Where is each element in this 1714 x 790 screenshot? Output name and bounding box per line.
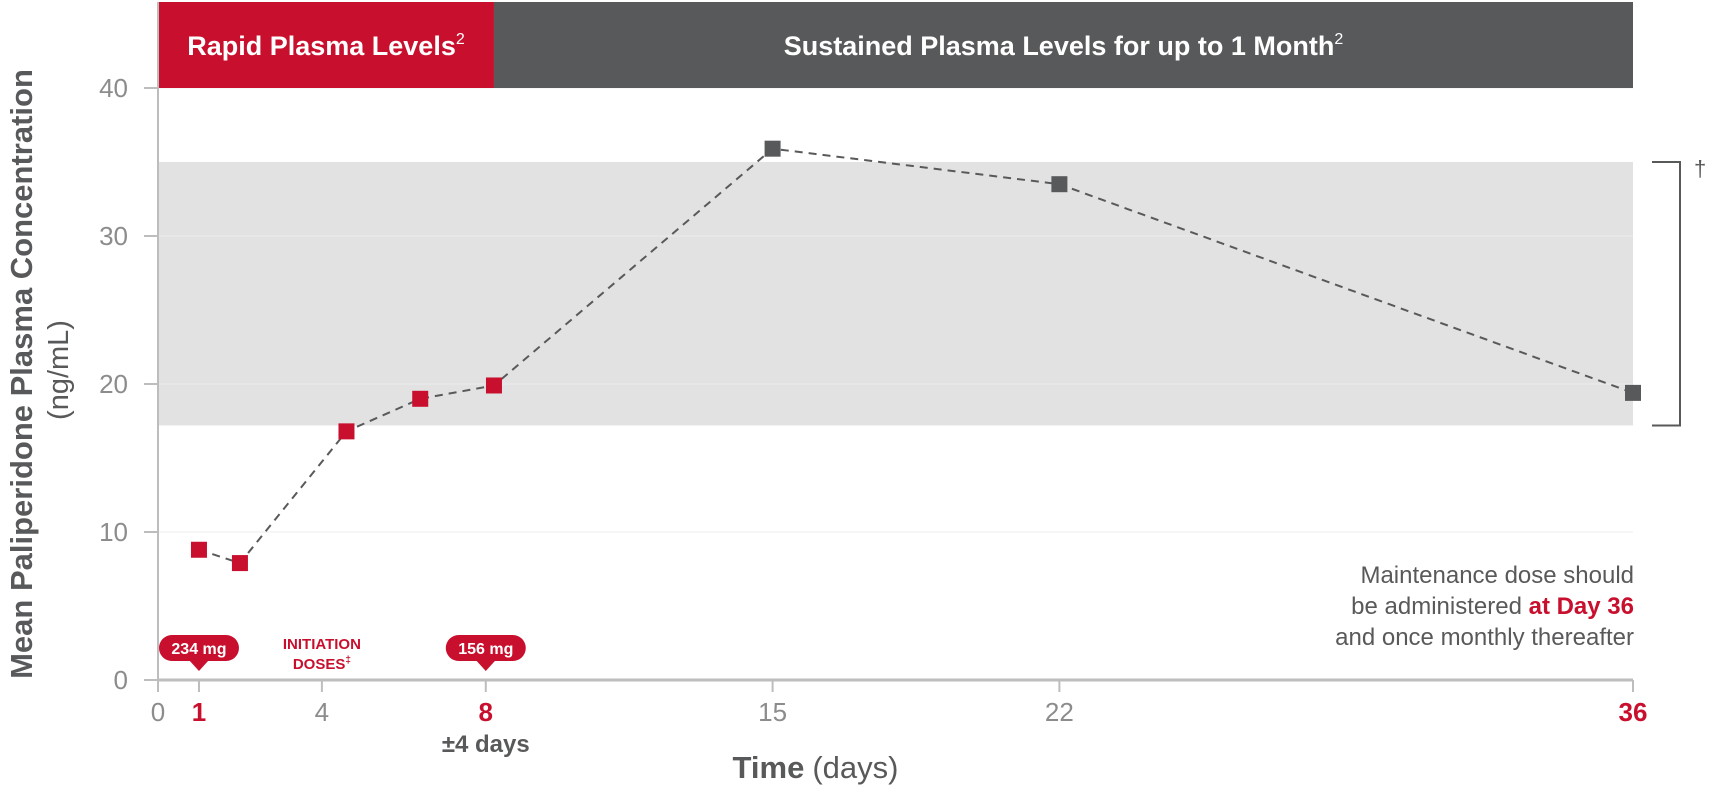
data-point bbox=[1625, 384, 1641, 401]
x-tick-label: 0 bbox=[151, 697, 165, 727]
y-tick-label: 30 bbox=[99, 221, 128, 251]
data-point bbox=[1051, 176, 1068, 193]
x-tick-label: 22 bbox=[1045, 697, 1074, 727]
data-point bbox=[338, 423, 355, 440]
note-day36-highlight: at Day 36 bbox=[1528, 593, 1634, 620]
y-tick-label: 20 bbox=[99, 369, 128, 399]
sustained-levels-title: Sustained Plasma Levels for up to 1 Mont… bbox=[784, 31, 1344, 61]
y-axis-title: Mean Paliperidone Plasma Concentration bbox=[4, 69, 39, 679]
reference-range-band bbox=[158, 162, 1633, 426]
dose-pill-label: 234 mg bbox=[171, 641, 226, 658]
data-point bbox=[190, 541, 207, 558]
y-axis-unit: (ng/mL) bbox=[43, 320, 75, 420]
x-tick-label: 8 bbox=[479, 697, 493, 727]
y-tick-labels: 0 10 20 30 40 bbox=[99, 73, 158, 695]
x-tick-labels: 0 1 4 8 ±4 days 15 22 36 bbox=[151, 680, 1648, 758]
data-point bbox=[764, 140, 781, 157]
x-tick-label: 1 bbox=[192, 697, 206, 727]
data-points bbox=[190, 140, 1641, 572]
x-axis-title: Time (days) bbox=[733, 750, 899, 785]
note-line-2: be administered at Day 36 bbox=[1351, 593, 1634, 620]
y-tick-label: 0 bbox=[114, 665, 128, 695]
maintenance-dose-note: Maintenance dose should be administered … bbox=[1214, 560, 1634, 653]
note-line-1: Maintenance dose should bbox=[1360, 562, 1634, 589]
sustained-levels-banner bbox=[493, 2, 1634, 88]
x-tick-sublabel: ±4 days bbox=[442, 731, 530, 758]
rapid-levels-banner bbox=[158, 2, 494, 88]
x-tick-label: 36 bbox=[1619, 697, 1648, 727]
x-tick-label: 15 bbox=[758, 697, 787, 727]
rapid-levels-title: Rapid Plasma Levels2 bbox=[187, 31, 465, 61]
data-point bbox=[412, 390, 429, 407]
dose-pill bbox=[158, 635, 239, 661]
y-tick-label: 10 bbox=[99, 517, 128, 547]
reference-range-bracket bbox=[1652, 161, 1681, 427]
note-line-3: and once monthly thereafter bbox=[1335, 624, 1634, 651]
dose-pill bbox=[445, 635, 526, 661]
dose-pill-label: 156 mg bbox=[458, 641, 513, 658]
data-point bbox=[485, 377, 502, 394]
initiation-doses-label-line2: DOSES‡ bbox=[293, 655, 351, 673]
dose-marker-156mg: 156 mg bbox=[445, 635, 526, 671]
dose-pill-pointer bbox=[475, 660, 496, 671]
x-tick-label: 4 bbox=[315, 697, 329, 727]
initiation-doses-label: INITIATION bbox=[283, 636, 361, 653]
dose-pill-pointer bbox=[188, 660, 209, 671]
dagger-footnote-mark: † bbox=[1694, 156, 1706, 181]
y-tick-label: 40 bbox=[99, 73, 128, 103]
dose-marker-234mg: 234 mg bbox=[158, 635, 239, 671]
concentration-line bbox=[198, 147, 1634, 565]
data-point bbox=[231, 555, 248, 572]
